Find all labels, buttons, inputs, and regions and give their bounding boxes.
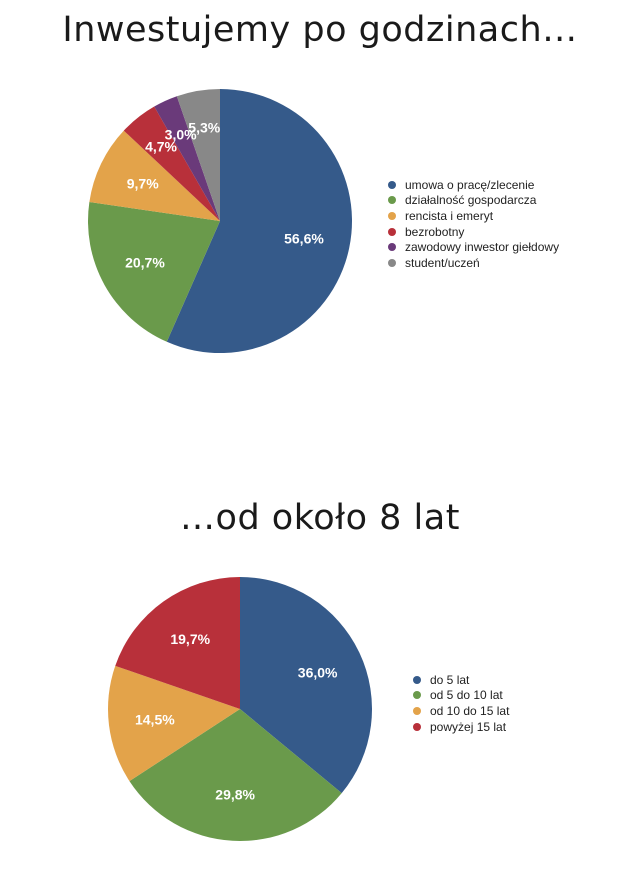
legend-label: rencista i emeryt bbox=[405, 208, 494, 223]
pie-slice-zawodowy-inwestor-gieldowy bbox=[154, 96, 220, 221]
pie-slice-student-uczen bbox=[176, 89, 220, 221]
legend-label: umowa o pracę/zlecenie bbox=[405, 177, 535, 192]
chart-title-experience: …od około 8 lat bbox=[180, 498, 460, 538]
legend-item-od-5-do-10-lat: od 5 do 10 lat bbox=[413, 688, 509, 704]
pie-slice-od-5-do-10-lat bbox=[129, 709, 342, 842]
legend-item-zawodowy-inwestor-gieldowy: zawodowy inwestor giełdowy bbox=[388, 239, 559, 255]
legend-item-do-5-lat: do 5 lat bbox=[413, 672, 509, 688]
legend-label: powyżej 15 lat bbox=[430, 719, 507, 734]
legend-item-powyzej-15-lat: powyżej 15 lat bbox=[413, 719, 509, 735]
legend-item-umowa-o-prace-zlecenie: umowa o pracę/zlecenie bbox=[388, 177, 559, 193]
pie-slice-rencista-i-emeryt bbox=[89, 130, 221, 221]
slice-label-zawodowy-inwestor-gieldowy: 3,0% bbox=[165, 127, 197, 143]
legend-item-bezrobotny: bezrobotny bbox=[388, 224, 559, 240]
legend-swatch bbox=[413, 675, 421, 684]
legend-label: od 5 do 10 lat bbox=[430, 688, 503, 703]
pie-slice-umowa-o-prace-zlecenie bbox=[166, 89, 352, 353]
slice-label-od-10-do-15-lat: 14,5% bbox=[135, 711, 175, 727]
legend-label: student/uczeń bbox=[405, 255, 480, 270]
pie-slice-od-10-do-15-lat bbox=[108, 665, 240, 782]
legend-swatch bbox=[388, 196, 396, 205]
chart-title-occupation: Inwestujemy po godzinach… bbox=[62, 10, 578, 50]
legend-swatch bbox=[388, 180, 396, 189]
legend-occupation: umowa o pracę/zlecenie działalność gospod… bbox=[388, 177, 559, 271]
pie-slice-dzialalnosc-gospodarcza bbox=[87, 201, 220, 342]
slice-label-powyzej-15-lat: 19,7% bbox=[170, 631, 210, 647]
legend-swatch bbox=[413, 722, 421, 731]
legend-swatch bbox=[388, 227, 396, 236]
legend-item-od-10-do-15-lat: od 10 do 15 lat bbox=[413, 703, 509, 719]
legend-item-student-uczen: student/uczeń bbox=[388, 255, 559, 271]
legend-swatch bbox=[388, 211, 396, 220]
pie-slice-do-5-lat bbox=[240, 577, 372, 794]
legend-swatch bbox=[413, 691, 421, 700]
slice-label-student-uczen: 5,3% bbox=[188, 119, 220, 135]
slice-label-dzialalnosc-gospodarcza: 20,7% bbox=[125, 255, 165, 271]
legend-experience: do 5 lat od 5 do 10 lat od 10 do 15 lat pow… bbox=[413, 672, 509, 734]
slice-label-bezrobotny: 4,7% bbox=[145, 138, 177, 154]
legend-swatch bbox=[413, 706, 421, 715]
legend-item-dzialalnosc-gospodarcza: działalność gospodarcza bbox=[388, 193, 559, 209]
legend-swatch bbox=[388, 258, 396, 267]
legend-item-rencista-i-emeryt: rencista i emeryt bbox=[388, 208, 559, 224]
legend-label: zawodowy inwestor giełdowy bbox=[405, 240, 560, 255]
legend-label: do 5 lat bbox=[430, 672, 470, 687]
legend-label: działalność gospodarcza bbox=[405, 193, 537, 208]
legend-swatch bbox=[388, 243, 396, 252]
slice-label-od-5-do-10-lat: 29,8% bbox=[215, 787, 255, 803]
pie-slice-bezrobotny bbox=[123, 106, 220, 221]
pie-slice-powyzej-15-lat bbox=[115, 577, 240, 709]
legend-label: bezrobotny bbox=[405, 224, 465, 239]
slice-label-rencista-i-emeryt: 9,7% bbox=[127, 176, 159, 192]
slice-label-umowa-o-prace-zlecenie: 56,6% bbox=[284, 231, 324, 247]
slice-label-do-5-lat: 36,0% bbox=[298, 664, 338, 680]
legend-label: od 10 do 15 lat bbox=[430, 703, 510, 718]
